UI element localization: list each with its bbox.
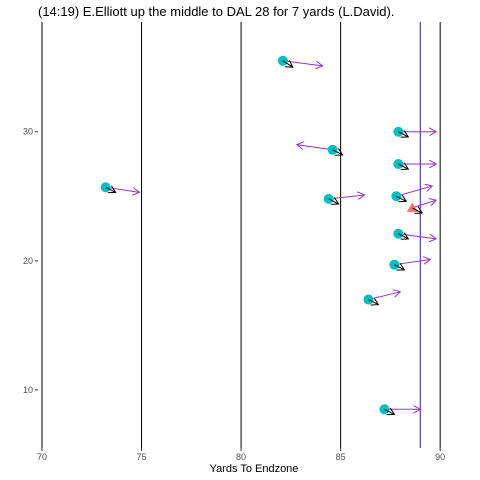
direction-arrow <box>329 195 365 199</box>
x-tick-label: 80 <box>236 452 246 462</box>
x-tick-label: 75 <box>137 452 147 462</box>
yard-lines <box>42 22 440 448</box>
x-tick-label: 85 <box>336 452 346 462</box>
direction-arrow <box>396 186 432 196</box>
y-tick-label: 20 <box>23 256 33 266</box>
chart-title: (14:19) E.Elliott up the middle to DAL 2… <box>38 4 394 19</box>
x-axis: 70 75 80 85 90 <box>37 448 445 462</box>
ball-carrier-point <box>407 202 418 212</box>
direction-arrow <box>394 260 430 265</box>
player-marks <box>101 56 436 415</box>
y-tick-label: 30 <box>23 127 33 137</box>
x-tick-label: 70 <box>37 452 47 462</box>
x-axis-label: Yards To Endzone <box>210 463 299 475</box>
y-axis: 10 20 30 <box>23 127 38 395</box>
x-tick-label: 90 <box>435 452 445 462</box>
y-tick-label: 10 <box>23 385 33 395</box>
direction-arrow <box>412 200 436 208</box>
direction-arrow <box>297 145 333 150</box>
